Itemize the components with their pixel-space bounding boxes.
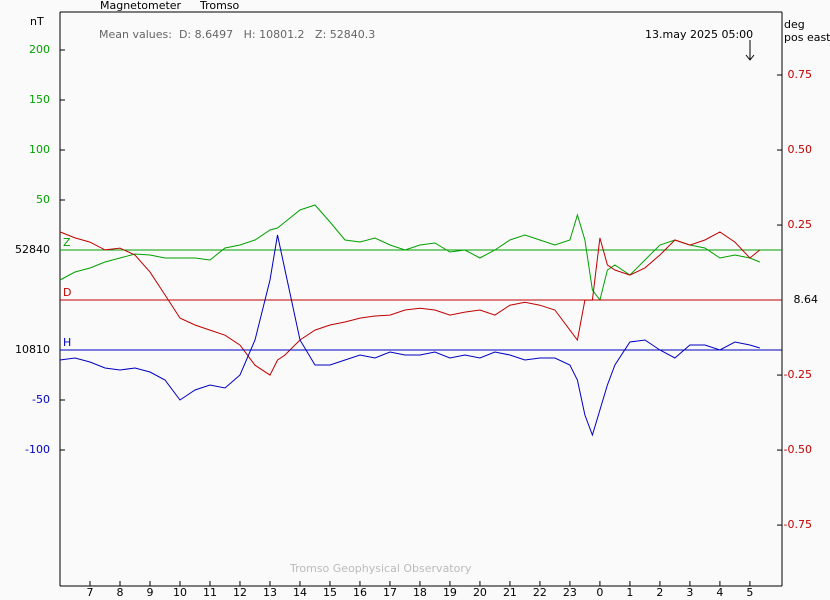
y-tick-label: -0.50	[784, 443, 812, 456]
series-label: D	[63, 286, 71, 299]
mean-values: Mean values: D: 8.6497 H: 10801.2 Z: 528…	[99, 28, 375, 41]
x-tick-label: 0	[596, 586, 603, 599]
x-tick-label: 7	[86, 586, 93, 599]
timestamp: 13.may 2025 05:00	[645, 28, 753, 41]
time-arrow	[745, 40, 755, 61]
x-tick-label: 9	[146, 586, 153, 599]
x-tick-label: 10	[173, 586, 187, 599]
y-tick-label: 10810	[15, 343, 50, 356]
y-tick-label: -50	[32, 393, 50, 406]
series-label: H	[63, 336, 71, 349]
x-tick-label: 8	[116, 586, 123, 599]
x-tick-label: 1	[626, 586, 633, 599]
x-tick-label: 14	[293, 586, 307, 599]
chart-title: Magnetometer	[100, 0, 182, 12]
x-tick-label: 13	[263, 586, 277, 599]
x-tick-label: 11	[203, 586, 217, 599]
x-tick-label: 2	[656, 586, 663, 599]
series-line	[59, 204, 760, 302]
x-tick-label: 21	[503, 586, 517, 599]
x-tick-label: 15	[323, 586, 337, 599]
x-tick-label: 16	[353, 586, 367, 599]
y-tick-label: -0.25	[784, 368, 812, 381]
y-tick-label: 0.25	[788, 218, 813, 231]
x-tick-label: 19	[443, 586, 457, 599]
x-tick-label: 20	[473, 586, 487, 599]
y-axis-label: nT	[30, 15, 44, 28]
x-tick-label: 17	[383, 586, 397, 599]
x-tick-label: 5	[746, 586, 753, 599]
y-tick-label: 0.75	[788, 68, 813, 81]
y-tick-label: 0.50	[788, 143, 813, 156]
series-line	[59, 234, 760, 437]
y-tick-label: 150	[29, 93, 50, 106]
station: Tromso	[199, 0, 240, 12]
x-tick-label: 23	[563, 586, 577, 599]
x-tick-label: 12	[233, 586, 247, 599]
y2-axis-label: deg	[784, 18, 805, 31]
x-tick-label: 18	[413, 586, 427, 599]
y-tick-label: 52840	[15, 243, 50, 256]
footer: Tromso Geophysical Observatory	[289, 562, 472, 575]
y-tick-label: 200	[29, 43, 50, 56]
x-tick-label: 4	[716, 586, 723, 599]
y-tick-label: -0.75	[784, 518, 812, 531]
series-line	[59, 231, 761, 376]
x-tick-label: 3	[686, 586, 693, 599]
x-tick-label: 22	[533, 586, 547, 599]
series-label: Z	[63, 236, 71, 249]
y-tick-label: 50	[36, 193, 50, 206]
y-tick-label: -100	[25, 443, 50, 456]
y2-axis-label: pos east	[784, 31, 830, 44]
y-tick-label: 8.64	[794, 293, 819, 306]
y-tick-label: 100	[29, 143, 50, 156]
